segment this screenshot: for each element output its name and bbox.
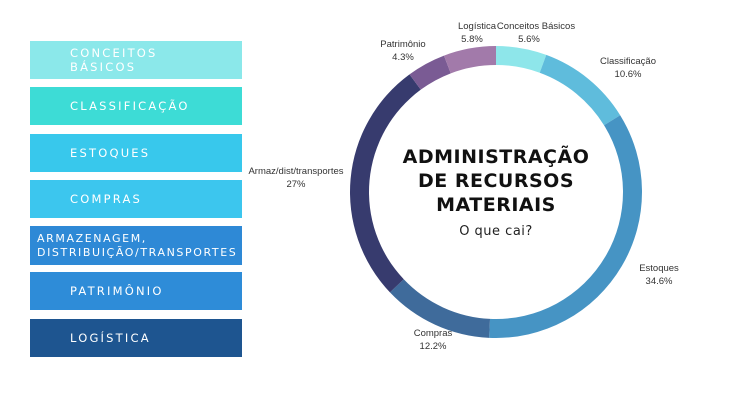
menu-item-label: LOGÍSTICA	[70, 331, 151, 345]
menu-item-label: CONCEITOS BÁSICOS	[70, 46, 158, 74]
menu-item-compras[interactable]: COMPRAS	[30, 180, 242, 218]
center-subtitle: O que cai?	[459, 224, 533, 239]
menu-item-label: CLASSIFICAÇÃO	[70, 99, 190, 113]
slice-label-4: Armaz/dist/transportes 27%	[248, 166, 343, 190]
center-title-line-3: MATERIAIS	[436, 194, 556, 216]
slice-label-name: Conceitos Básicos	[497, 21, 575, 32]
slice-label-0: Conceitos Básicos 5.6%	[497, 21, 575, 45]
center-title-line-2: DE RECURSOS	[418, 170, 574, 192]
menu-item-label: PATRIMÔNIO	[70, 284, 164, 298]
slice-label-pct: 5.6%	[518, 34, 540, 45]
slice-label-3: Compras 12.2%	[414, 328, 453, 352]
slice-label-pct: 5.8%	[461, 34, 483, 45]
menu-item-logistica[interactable]: LOGÍSTICA	[30, 319, 242, 357]
menu-item-estoques[interactable]: ESTOQUES	[30, 134, 242, 172]
center-title-line-1: ADMINISTRAÇÃO	[403, 144, 590, 168]
donut-slice-4	[350, 74, 421, 293]
donut-slice-0	[496, 46, 547, 73]
donut-slice-2	[489, 115, 643, 338]
slice-label-pct: 12.2%	[420, 341, 447, 352]
menu-item-patrimonio[interactable]: PATRIMÔNIO	[30, 272, 242, 310]
slice-label-pct: 10.6%	[615, 69, 642, 80]
slice-label-1: Classificação 10.6%	[600, 56, 656, 80]
menu-item-label: ESTOQUES	[70, 146, 151, 160]
slice-label-pct: 34.6%	[646, 276, 673, 287]
slice-label-5: Patrimônio 4.3%	[380, 39, 425, 63]
menu-item-classificacao[interactable]: CLASSIFICAÇÃO	[30, 87, 242, 125]
slice-label-name: Armaz/dist/transportes	[248, 166, 343, 177]
slice-label-2: Estoques 34.6%	[639, 263, 679, 287]
donut-slice-6	[444, 46, 496, 74]
slice-label-name: Compras	[414, 328, 453, 339]
donut-slice-3	[389, 279, 491, 338]
slice-labels: Conceitos Básicos 5.6% Classificação 10.6%…	[248, 21, 679, 352]
menu-item-armazenagem[interactable]: ARMAZENAGEM, DISTRIBUIÇÃO/TRANSPORTES	[30, 226, 242, 265]
slice-label-name: Patrimônio	[380, 39, 425, 50]
donut-slice-1	[539, 54, 621, 126]
slice-label-6: Logística 5.8%	[458, 21, 497, 45]
slice-label-pct: 4.3%	[392, 52, 414, 63]
donut-slice-5	[409, 55, 451, 90]
slice-label-pct: 27%	[286, 179, 306, 190]
slice-label-name: Logística	[458, 21, 497, 32]
menu-item-label: COMPRAS	[70, 192, 143, 206]
slice-label-name: Estoques	[639, 263, 679, 274]
menu-item-conceitos-basicos[interactable]: CONCEITOS BÁSICOS	[30, 41, 242, 79]
slice-label-name: Classificação	[600, 56, 656, 67]
menu-item-label: ARMAZENAGEM, DISTRIBUIÇÃO/TRANSPORTES	[37, 231, 238, 259]
donut-slices	[350, 46, 643, 338]
